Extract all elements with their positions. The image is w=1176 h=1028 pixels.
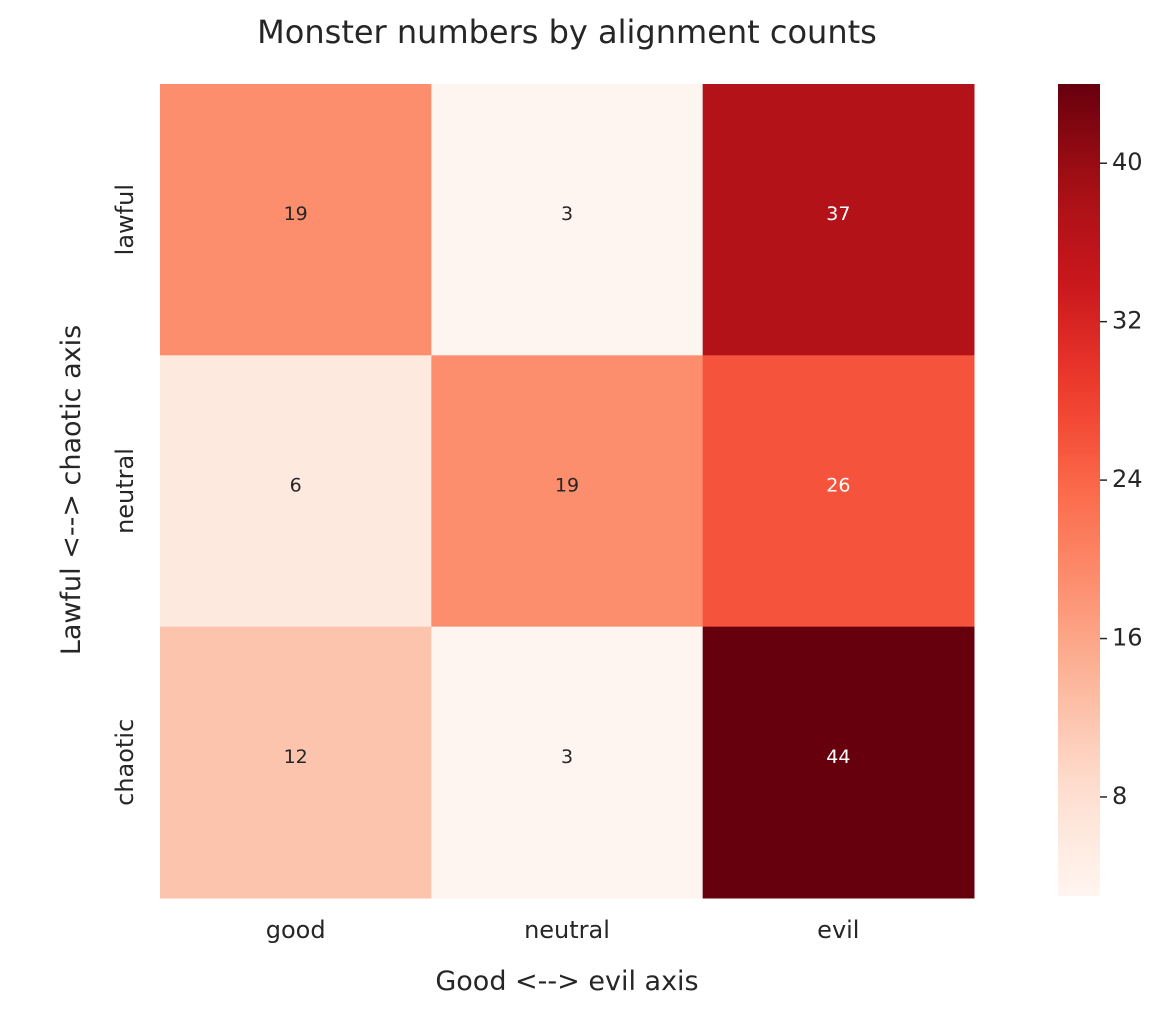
chart-title: Monster numbers by alignment counts: [257, 13, 877, 51]
heatmap-cell-lawful-evil: [702, 84, 975, 356]
colorbar-tick-label: 16: [1112, 624, 1143, 652]
cell-value-label: 44: [826, 746, 850, 768]
cell-value-label: 26: [826, 475, 850, 497]
y-tick-label: neutral: [111, 448, 139, 534]
colorbar-tick-label: 24: [1112, 465, 1143, 493]
y-tick-label: chaotic: [111, 719, 139, 806]
y-axis-label: Lawful <--> chaotic axis: [56, 325, 87, 655]
x-axis-label: Good <--> evil axis: [435, 966, 698, 997]
cell-value-label: 19: [555, 475, 579, 497]
y-axis: lawful neutral chaotic: [111, 184, 139, 806]
x-tick-label: neutral: [524, 916, 610, 944]
heatmap-cell-chaotic-neutral: [431, 626, 704, 899]
colorbar-tick-label: 40: [1112, 148, 1143, 176]
colorbar-tick-label: 8: [1112, 782, 1127, 810]
heatmap-cell-chaotic-good: [160, 626, 432, 899]
colorbar: 8 16 24 32 40: [1058, 84, 1143, 896]
cell-value-label: 6: [290, 475, 302, 497]
heatmap-cell-neutral-evil: [702, 355, 975, 628]
cell-value-label: 3: [561, 203, 573, 225]
heatmap-cell-neutral-neutral: [431, 355, 704, 628]
heatmap-grid: [160, 84, 975, 899]
cell-value-label: 3: [561, 746, 573, 768]
x-axis: good neutral evil: [266, 916, 860, 944]
heatmap-cell-neutral-good: [160, 355, 432, 628]
heatmap-cell-labels: 19 3 37 6 19 26 12 3 44: [284, 203, 851, 768]
colorbar-gradient: [1058, 84, 1100, 896]
cell-value-label: 12: [284, 746, 308, 768]
colorbar-tick-label: 32: [1112, 307, 1143, 335]
heatmap-cell-chaotic-evil: [702, 626, 975, 899]
heatmap-cell-lawful-good: [160, 84, 432, 356]
x-tick-label: evil: [817, 916, 859, 944]
y-tick-label: lawful: [111, 184, 139, 255]
cell-value-label: 37: [826, 203, 850, 225]
x-tick-label: good: [266, 916, 326, 944]
cell-value-label: 19: [284, 203, 308, 225]
heatmap-cell-lawful-neutral: [431, 84, 704, 356]
